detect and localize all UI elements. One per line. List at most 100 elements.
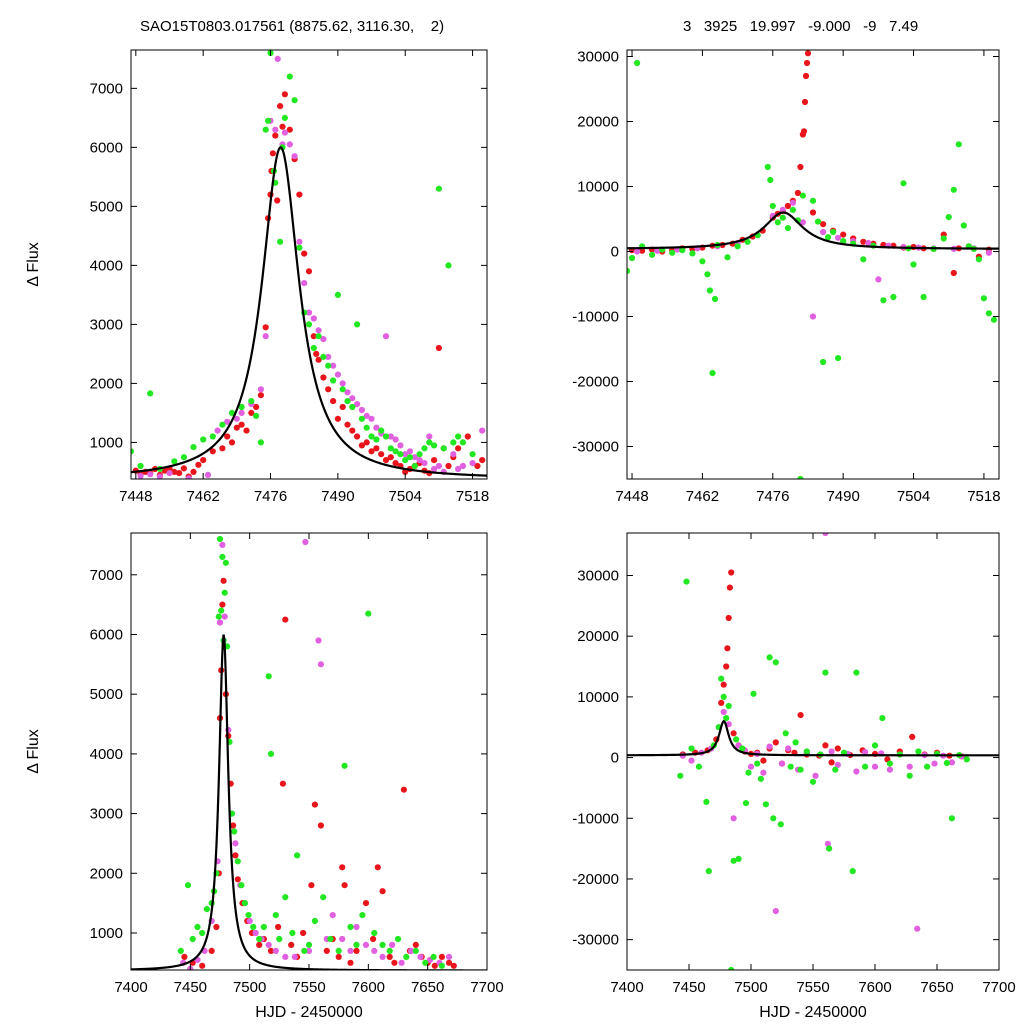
data-point-red bbox=[828, 759, 835, 766]
data-point-red bbox=[804, 50, 812, 57]
data-point-green bbox=[218, 607, 225, 614]
data-point-red bbox=[362, 900, 370, 907]
data-point-magenta bbox=[435, 462, 442, 470]
data-point-green bbox=[764, 163, 771, 171]
data-point-magenta bbox=[216, 619, 224, 626]
data-point-green bbox=[250, 923, 257, 931]
data-point-red bbox=[801, 98, 809, 106]
data-point-red bbox=[301, 250, 308, 257]
data-point-magenta bbox=[325, 353, 332, 360]
data-point-red bbox=[474, 462, 481, 470]
data-point-green bbox=[767, 176, 774, 184]
data-point-red bbox=[464, 433, 471, 440]
data-point-red bbox=[339, 403, 346, 411]
data-point-green bbox=[910, 261, 917, 268]
data-point-green bbox=[327, 935, 334, 943]
data-point-green bbox=[900, 180, 907, 187]
data-point-green bbox=[797, 766, 804, 773]
data-point-magenta bbox=[147, 471, 154, 478]
data-point-green bbox=[373, 436, 380, 443]
data-point-green bbox=[200, 436, 207, 443]
data-point-red bbox=[208, 947, 215, 955]
data-point-magenta bbox=[772, 908, 779, 915]
data-point-magenta bbox=[315, 637, 322, 644]
data-point-magenta bbox=[985, 249, 993, 256]
data-point-red bbox=[412, 941, 419, 949]
panel-bottom-left: 7400 7450 7500 7550 7600 7650 7700 1000 2000 3000… bbox=[25, 532, 504, 1021]
x-tick-label: 7700 bbox=[470, 979, 503, 996]
data-point-green bbox=[669, 249, 676, 256]
data-point-red bbox=[323, 947, 330, 955]
x-tick-label: 7450 bbox=[174, 979, 207, 996]
panel-top-left: 7448 7462 7476 7490 7504 7518 1000 2000 3000 4000… bbox=[25, 49, 489, 505]
data-point-red bbox=[725, 614, 732, 622]
data-point-magenta bbox=[317, 661, 324, 668]
data-point-magenta bbox=[417, 953, 424, 961]
data-point-red bbox=[354, 433, 361, 440]
data-point-magenta bbox=[137, 472, 144, 479]
data-point-red bbox=[386, 953, 393, 961]
data-point-magenta bbox=[232, 840, 239, 847]
data-point-green bbox=[344, 398, 351, 405]
data-point-green bbox=[677, 772, 684, 779]
y-tick-label: 1000 bbox=[90, 925, 123, 942]
data-point-red bbox=[728, 569, 735, 576]
y-axis-title: Δ Flux bbox=[25, 729, 42, 773]
y-tick-label: -30000 bbox=[572, 932, 619, 949]
data-point-green bbox=[980, 295, 988, 302]
data-point-green bbox=[757, 775, 765, 782]
data-point-red bbox=[219, 445, 226, 452]
data-point-green bbox=[347, 923, 354, 931]
data-point-green bbox=[216, 535, 224, 543]
data-point-green bbox=[353, 941, 360, 949]
data-point-green bbox=[386, 947, 393, 955]
data-point-green bbox=[257, 439, 264, 446]
data-point-green bbox=[853, 669, 860, 676]
data-point-green bbox=[706, 287, 714, 294]
data-point-green bbox=[766, 654, 773, 661]
x-tick-label: 7550 bbox=[796, 979, 829, 996]
data-point-green bbox=[770, 815, 777, 822]
data-point-magenta bbox=[329, 912, 336, 919]
data-point-magenta bbox=[274, 55, 281, 63]
data-point-magenta bbox=[450, 451, 457, 458]
data-point-green bbox=[260, 923, 267, 931]
data-point-green bbox=[683, 578, 690, 585]
y-tick-label: 6000 bbox=[90, 626, 123, 643]
panel-bottom-right: 7400 7450 7500 7550 7600 7650 7700 -30000 -20000… bbox=[572, 532, 1016, 1021]
x-tick-label: 7448 bbox=[615, 488, 648, 505]
data-point-red bbox=[450, 962, 457, 969]
data-point-green bbox=[219, 553, 226, 561]
data-point-magenta bbox=[310, 315, 317, 322]
y-tick-label: 4000 bbox=[90, 746, 123, 763]
data-point-red bbox=[253, 403, 260, 411]
data-point-red bbox=[794, 189, 802, 197]
data-point-magenta bbox=[185, 475, 192, 479]
x-tick-label: 7490 bbox=[321, 488, 354, 505]
data-point-magenta bbox=[747, 763, 755, 770]
data-point-green bbox=[720, 693, 727, 701]
data-point-red bbox=[286, 126, 293, 133]
data-point-red bbox=[171, 468, 178, 475]
data-point-green bbox=[792, 739, 799, 746]
data-point-magenta bbox=[252, 929, 259, 937]
data-point-green bbox=[862, 763, 869, 770]
data-point-magenta bbox=[302, 538, 309, 546]
data-point-red bbox=[305, 268, 313, 275]
data-point-green bbox=[920, 293, 927, 301]
x-tick-label: 7700 bbox=[982, 979, 1015, 996]
data-point-red bbox=[802, 72, 810, 80]
data-point-magenta bbox=[411, 454, 418, 461]
data-point-magenta bbox=[634, 248, 641, 255]
data-point-green bbox=[744, 238, 751, 245]
data-point-green bbox=[960, 222, 967, 229]
data-point-magenta bbox=[334, 371, 341, 378]
data-point-red bbox=[950, 269, 957, 277]
data-point-magenta bbox=[301, 280, 308, 287]
data-point-green bbox=[219, 421, 226, 428]
data-point-red bbox=[909, 733, 916, 741]
data-point-magenta bbox=[156, 473, 163, 479]
data-point-red bbox=[234, 876, 241, 883]
data-point-green bbox=[310, 344, 317, 352]
data-point-green bbox=[924, 763, 931, 770]
